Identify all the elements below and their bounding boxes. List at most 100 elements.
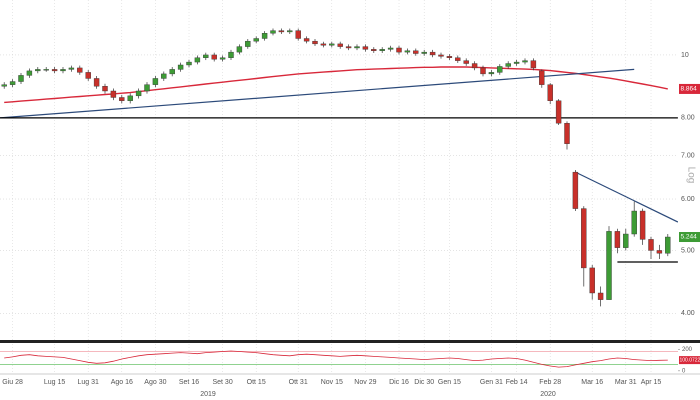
x-tick-label: Dic 30 [414,379,434,386]
candle-body [18,75,24,82]
x-tick-label: Dic 16 [389,379,409,386]
x-tick-label: Nov 29 [354,379,376,386]
candle-body [413,50,419,54]
x-tick-label: Ago 30 [144,379,166,386]
x-tick-label: Lug 31 [77,379,99,386]
last-price-label: 5.244 [681,234,698,241]
candle-body [9,81,16,85]
candle-body [312,40,318,45]
candle-body [345,46,352,49]
candle-body [631,210,637,235]
x-tick-label: Mar 16 [581,379,603,386]
candle-body [614,231,621,248]
candle-body [455,57,461,61]
candle-body [127,95,133,101]
candle-body [623,233,629,248]
indicator-tick-label: 0 [682,368,686,374]
candle-body [337,43,343,47]
candle-body [119,97,125,101]
x-tick-label: Nov 15 [321,379,343,386]
candle-body [261,33,268,39]
candle-body [253,38,259,42]
candle-body [589,267,595,294]
candle-body [522,60,528,63]
candle-body [68,67,75,70]
candle-body [110,90,117,98]
candle-body [639,210,646,240]
candle-body [505,63,511,67]
candle-body [597,292,604,300]
plot-area [0,0,678,340]
candle-body [51,69,58,72]
x-tick-label: Gen 31 [480,379,503,386]
candle-body [463,60,469,64]
candle-body [362,46,369,50]
x-tick-label: Feb 14 [506,379,528,386]
y-tick-label: 10 [681,52,689,59]
candle-body [480,67,486,75]
candle-body [648,239,654,251]
candle-body [488,72,495,75]
candle-body [513,61,520,64]
year-label: 2019 [200,391,216,398]
candle-body [228,51,234,58]
candle-body [203,54,209,58]
candle-body [194,57,201,63]
candle-body [555,100,562,124]
candle-body [320,43,327,46]
candle-body [102,86,108,92]
indicator-line [4,350,668,368]
x-tick-label: Set 30 [212,379,232,386]
x-tick-label: Mar 31 [615,379,637,386]
candle-body [656,250,663,254]
candle-body [236,46,243,53]
candle-body [303,38,310,42]
candle-body [564,123,570,144]
candle-body [329,43,335,46]
candle-body [295,30,301,39]
last-price-label-box [679,232,700,243]
indicator-value-label: 100.0722 [680,357,700,363]
candle-body [152,78,159,85]
candle-body [547,84,553,101]
candle-body [387,47,394,50]
candle-body [421,51,427,54]
candle-body [572,171,579,209]
candle-body [270,30,276,34]
candle-body [211,54,217,60]
x-tick-label: Feb 28 [539,379,561,386]
candle-body [665,236,671,254]
ma-value-label-box [679,83,700,94]
ma-value-label: 8.864 [681,86,698,93]
candle-body [278,30,285,33]
x-tick-label: Gen 15 [438,379,461,386]
candle-body [539,70,545,85]
candle-body [438,54,444,57]
candle-body [77,67,83,73]
candle-body [287,30,293,33]
candle-body [530,60,537,69]
candle-body [186,61,192,66]
candle-body [169,69,175,75]
candle-body [371,49,377,51]
candle-body [177,64,184,70]
x-tick-label: Ott 31 [289,379,308,386]
candle-body [446,56,453,58]
candle-body [1,84,7,87]
x-tick-label: Ago 16 [111,379,133,386]
panel-separator [0,340,700,343]
candle-body [354,46,360,49]
y-tick-label: 6.00 [681,196,695,203]
candle-body [35,69,41,72]
candle-body [93,78,100,87]
candle-body [379,49,385,51]
trend-line [575,171,678,223]
x-tick-label: Lug 15 [44,379,66,386]
candle-body [60,69,66,72]
indicator-tick-label: 200 [682,347,693,353]
candle-body [471,63,478,69]
x-tick-label: Ott 15 [247,379,266,386]
